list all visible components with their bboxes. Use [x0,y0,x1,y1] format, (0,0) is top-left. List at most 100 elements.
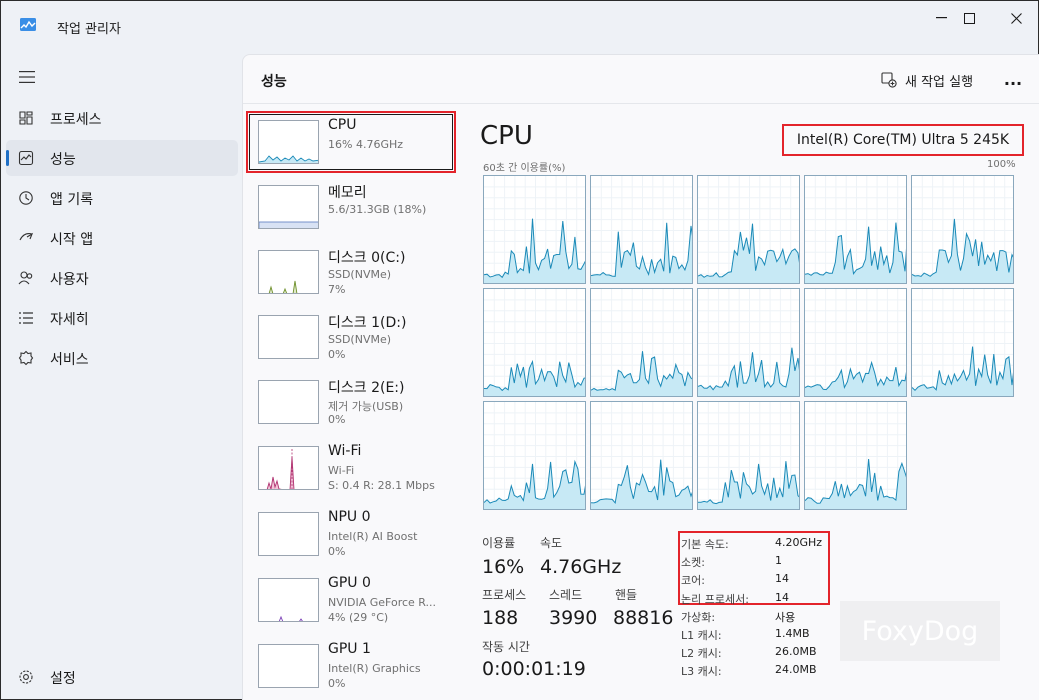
more-options-label: ... [1003,69,1023,89]
details-icon [19,312,33,324]
wifi-thumbnail-graph [258,446,319,490]
performance-icon [18,150,34,166]
selection-outline [249,114,453,170]
cpu-heading: CPU [480,121,533,151]
core-graph [697,401,800,510]
threads-value: 3990 [549,607,598,629]
core-graph [804,175,907,284]
device-name: GPU 0 [328,575,371,591]
gpu-0-thumbnail-graph [258,578,319,622]
device-detail: 16% 4.76GHz [328,138,404,151]
device-name: 디스크 2(E:) [328,380,405,396]
sidebar-item-details[interactable]: 자세히 [6,300,238,336]
device-usage: 0% [328,348,346,361]
device-item-disk-0[interactable]: 디스크 0(C:) SSD(NVMe) 7% [246,241,456,303]
device-item-gpu-0[interactable]: GPU 0 NVIDIA GeForce R... 4% (29 °C) [246,569,456,631]
spec-key: 가상화: [681,610,716,624]
device-item-disk-1[interactable]: 디스크 1(D:) SSD(NVMe) 0% [246,306,456,368]
device-usage: 0% [328,413,346,426]
threads-label: 스레드 [549,588,583,602]
sidebar-item-app-history[interactable]: 앱 기록 [6,180,238,216]
close-button[interactable] [996,5,1036,31]
sidebar-item-label: 시작 앱 [50,232,94,248]
device-name: GPU 1 [328,641,371,657]
spec-key: 소켓: [681,556,705,570]
startup-apps-icon [19,232,34,241]
utilization-value: 16% [482,556,525,578]
sidebar-item-settings[interactable]: 설정 [6,659,238,695]
device-item-disk-2[interactable]: 디스크 2(E:) 제거 가능(USB) 0% [246,371,456,433]
core-graph [911,175,1014,284]
spec-key: L3 캐시: [681,665,722,679]
sidebar-item-label: 자세히 [50,312,89,328]
npu-0-thumbnail-graph [258,512,319,556]
speed-label: 속도 [540,536,563,550]
close-icon [1010,12,1022,24]
users-icon [18,271,33,285]
device-detail: Intel(R) AI Boost [328,530,418,543]
sidebar-item-label: 성능 [50,152,76,168]
disk-0-thumbnail-graph [258,250,319,294]
uptime-value: 0:00:01:19 [482,658,586,680]
handles-value: 88816 [613,607,674,629]
spec-key: 코어: [681,574,705,588]
spec-value: 24.0MB [775,663,817,677]
processes-label: 프로세스 [482,588,527,602]
spec-value: 1 [775,554,782,568]
core-graph [911,288,1014,397]
device-detail: 제거 가능(USB) [328,400,404,413]
header-divider [243,103,1039,104]
performance-panel: 성능 새 작업 실행 ... CPU 16% 4.76GHz 메모리 5.6/3… [242,54,1039,700]
spec-value: 14 [775,590,789,604]
sidebar-item-label: 앱 기록 [50,192,94,208]
device-name: 디스크 1(D:) [328,315,407,331]
device-detail: SSD(NVMe) [328,333,392,346]
utilization-graph-label: 60초 간 이용률(%) [483,163,566,174]
handles-label: 핸들 [615,588,638,602]
core-graph [697,288,800,397]
device-item-memory[interactable]: 메모리 5.6/31.3GB (18%) [246,176,456,238]
sidebar-item-label: 사용자 [50,272,89,288]
sidebar-item-processes[interactable]: 프로세스 [6,100,238,136]
services-icon [18,350,34,366]
core-graph [590,401,693,510]
sidebar-item-services[interactable]: 서비스 [6,340,238,376]
device-detail: 5.6/31.3GB (18%) [328,203,427,216]
processes-value: 188 [482,607,519,629]
device-detail: SSD(NVMe) [328,268,392,281]
device-usage: 0% [328,545,346,558]
hamburger-menu-icon[interactable] [19,71,35,83]
run-new-task-button[interactable]: 새 작업 실행 [881,69,973,91]
minimize-button[interactable] [921,5,961,31]
core-graph [697,175,800,284]
window-title: 작업 관리자 [57,22,121,37]
maximize-button[interactable] [949,5,989,31]
sidebar-item-users[interactable]: 사용자 [6,260,238,296]
device-usage: 4% (29 °C) [328,611,389,624]
device-name: CPU [328,117,357,133]
spec-key: L2 캐시: [681,647,722,661]
core-graph [483,175,586,284]
watermark: FoxyDog [840,601,1000,661]
device-item-npu-0[interactable]: NPU 0 Intel(R) AI Boost 0% [246,503,456,565]
task-manager-app-icon [20,18,36,31]
core-graph [804,288,907,397]
device-usage: S: 0.4 R: 28.1 Mbps [328,479,435,492]
sidebar-item-startup-apps[interactable]: 시작 앱 [6,220,238,256]
device-detail: Intel(R) Graphics [328,662,421,675]
disk-1-thumbnail-graph [258,315,319,359]
page-title: 성능 [261,74,287,90]
cpu-thumbnail-graph [258,120,319,164]
more-options-button[interactable]: ... [1001,67,1025,91]
disk-2-thumbnail-graph [258,380,319,424]
device-item-wifi[interactable]: Wi-Fi Wi-Fi S: 0.4 R: 28.1 Mbps [246,437,456,499]
utilization-label: 이용률 [482,536,516,550]
device-item-gpu-1[interactable]: GPU 1 Intel(R) Graphics 0% [246,635,456,697]
device-usage: 0% [328,677,346,690]
sidebar-item-performance[interactable]: 성능 [6,140,238,176]
new-task-icon [881,72,897,88]
device-detail: NVIDIA GeForce R... [328,596,437,609]
app-history-icon [19,191,33,205]
device-item-cpu[interactable]: CPU 16% 4.76GHz [246,111,456,173]
core-graph [804,401,907,510]
